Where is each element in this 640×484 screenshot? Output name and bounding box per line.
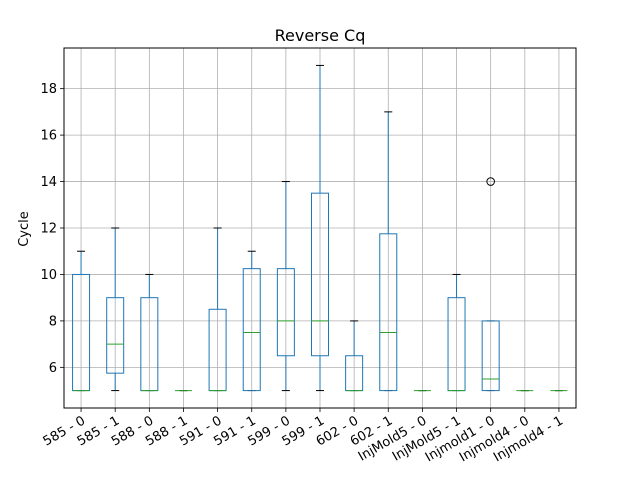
box-group (311, 64, 329, 392)
y-tick-label: 12 (40, 222, 57, 237)
box-group (242, 250, 261, 392)
y-axis-ticks: 6 8 10 12 14 16 18 (40, 82, 64, 376)
y-axis-label: Cycle (17, 211, 32, 247)
y-tick-label: 18 (40, 82, 57, 97)
box-group (208, 227, 227, 392)
chart-title: Reverse Cq (275, 26, 366, 45)
box-group (276, 181, 295, 392)
box-iqr (276, 268, 295, 357)
box-group (481, 177, 500, 392)
y-tick-label: 16 (40, 129, 57, 144)
box-group (345, 320, 364, 392)
box-group (379, 111, 398, 392)
box-group (72, 250, 91, 392)
y-tick-label: 6 (49, 361, 57, 376)
box-iqr (106, 297, 125, 374)
box-group (447, 273, 466, 392)
box-iqr (379, 233, 398, 392)
box-iqr (311, 192, 329, 357)
box-group (106, 227, 125, 392)
box-iqr (242, 268, 261, 392)
outlier-point (486, 177, 495, 186)
y-tick-label: 10 (40, 268, 57, 283)
box-iqr (481, 320, 500, 392)
box-group (140, 273, 159, 392)
y-tick-label: 14 (40, 175, 57, 190)
y-tick-label: 8 (49, 314, 57, 329)
box-layer (72, 64, 568, 392)
plot-frame (63, 47, 577, 409)
